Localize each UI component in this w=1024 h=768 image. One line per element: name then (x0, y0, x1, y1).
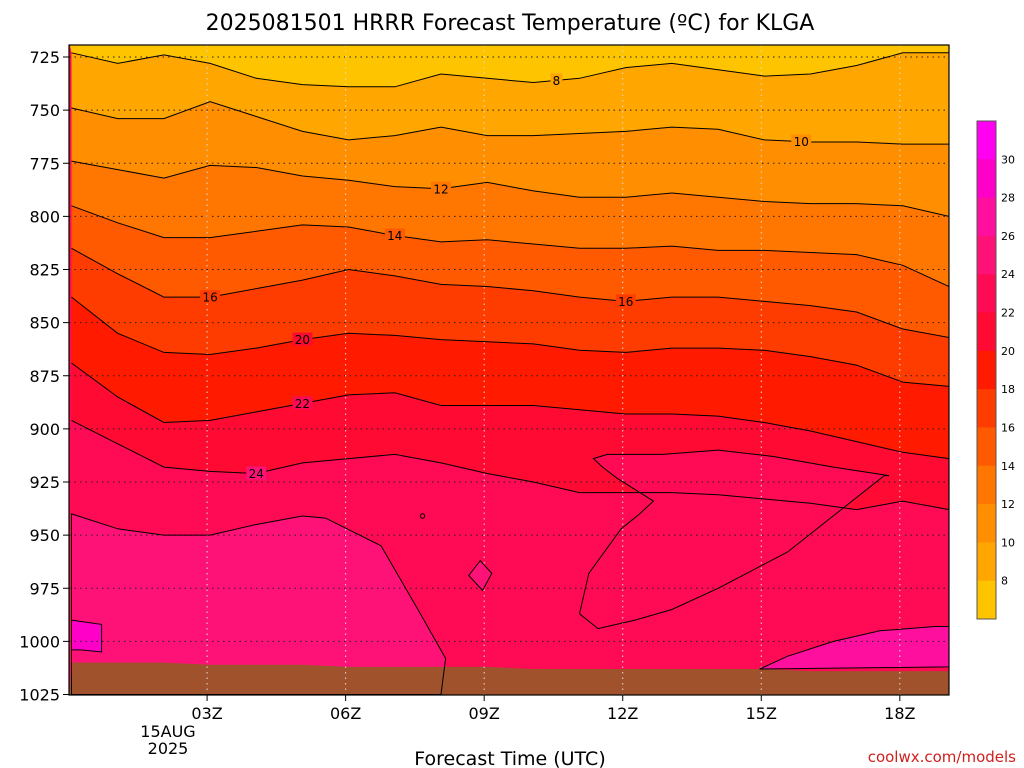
colorbar: 8 10 12 14 16 18 20 22 24 26 28 30 (976, 120, 1015, 620)
colorbar-tick-24: 24 (1001, 268, 1015, 281)
contour-12 (71, 160, 949, 217)
y-tick-label-800: 800 (29, 207, 60, 226)
colorbar-frame (976, 120, 997, 620)
colorbar-tick-20: 20 (1001, 345, 1015, 358)
x-tick-label-09Z: 09Z (469, 704, 500, 723)
terrain-ground (69, 662, 949, 695)
colorbar-swatch-0 (977, 121, 996, 160)
contour-label-bg-2 (430, 181, 451, 195)
y-axis: 725 750 775 800 825 850 875 900 925 950 975 1000 102… (19, 48, 69, 705)
contour-label-bg-1 (791, 134, 812, 148)
y-tick-label-725: 725 (29, 48, 60, 67)
colorbar-tick-16: 16 (1001, 421, 1015, 434)
colorbar-tick-30: 30 (1001, 153, 1015, 166)
fill-hot-core-right (759, 626, 949, 669)
colorbar-tick-10: 10 (1001, 536, 1015, 549)
colorbar-tick-8: 8 (1001, 575, 1008, 588)
contour-18 (71, 296, 949, 387)
y-tick-label-875: 875 (29, 367, 60, 386)
colorbar-swatch-4 (977, 274, 996, 314)
contour-label-22: 22 (295, 397, 310, 411)
contour-label-10: 10 (794, 135, 809, 149)
colorbar-swatch-3 (977, 235, 996, 275)
grid-layer (69, 45, 949, 695)
contour-22 (71, 419, 949, 511)
colorbar-tick-12: 12 (1001, 498, 1015, 511)
contour-label-layer: 8 10 12 14 16 16 20 22 24 (200, 73, 812, 481)
contour-26-left (71, 619, 103, 653)
contour-20 (71, 362, 949, 460)
contour-label-bg-5 (615, 294, 636, 308)
contour-small-warm-cell (468, 559, 493, 592)
contour-label-16: 16 (202, 291, 217, 305)
colorbar-swatch-5 (977, 312, 996, 352)
x-axis: 03Z 06Z 09Z 12Z 15Z 18Z (191, 695, 916, 723)
contour-label-bg-7 (292, 396, 313, 410)
contour-label-bg-8 (246, 466, 267, 480)
fill-band-8 (71, 52, 949, 145)
fill-band-12 (71, 161, 949, 287)
y-tick-label-1025: 1025 (19, 686, 60, 705)
colorbar-swatch-6 (977, 350, 996, 390)
contour-label-12: 12 (433, 182, 448, 196)
contour-label-14: 14 (387, 229, 402, 243)
colorbar-swatch-7 (977, 389, 996, 428)
y-tick-label-775: 775 (29, 154, 60, 173)
x-tick-label-12Z: 12Z (607, 704, 638, 723)
x-tick-label-18Z: 18Z (884, 704, 915, 723)
contour-14 (71, 205, 949, 287)
credit-text: coolwx.com/models (868, 748, 1016, 766)
colorbar-tick-18: 18 (1001, 383, 1015, 396)
contour-label-8: 8 (553, 74, 561, 88)
fill-band-14 (71, 205, 949, 338)
contour-small-cell (419, 513, 426, 519)
contour-label-bg-4 (200, 290, 221, 304)
colorbar-swatch-9 (977, 465, 996, 505)
colorbar-swatch-2 (977, 197, 996, 237)
contour-24-tongue (578, 449, 890, 630)
x-tick-label-06Z: 06Z (330, 704, 361, 723)
colorbar-swatch-8 (977, 427, 996, 467)
fill-warm-cell-24 (71, 513, 446, 695)
colorbar-tick-28: 28 (1001, 192, 1015, 205)
x-axis-label: Forecast Time (UTC) (414, 748, 605, 768)
colorbar-swatch-1 (977, 159, 996, 199)
y-tick-label-825: 825 (29, 261, 60, 280)
x-tick-label-03Z: 03Z (191, 704, 222, 723)
y-tick-label-950: 950 (29, 526, 60, 545)
fill-hot-core-left (71, 620, 102, 652)
colorbar-tick-14: 14 (1001, 460, 1015, 473)
y-tick-label-975: 975 (29, 579, 60, 598)
contour-label-bg-6 (292, 332, 313, 346)
y-tick-label-1000: 1000 (19, 632, 60, 651)
colorbar-swatch-10 (977, 504, 996, 543)
y-tick-label-925: 925 (29, 473, 60, 492)
temperature-fill-layer (69, 45, 949, 695)
colorbar-tick-22: 22 (1001, 307, 1015, 320)
plot-frame (68, 44, 950, 696)
colorbar-swatch-11 (977, 542, 996, 582)
x-tick-label-15Z: 15Z (746, 704, 777, 723)
contour-label-16: 16 (618, 295, 633, 309)
date-label-year: 2025 (148, 739, 189, 758)
contour-label-bg-0 (550, 73, 563, 87)
fill-band-8 (69, 45, 949, 87)
fill-band-18 (71, 297, 949, 459)
contour-label-20: 20 (295, 333, 310, 347)
fill-band-16 (71, 248, 949, 387)
fill-band-10 (71, 101, 949, 217)
contour-label-24: 24 (249, 467, 264, 481)
date-label-day: 15AUG (140, 722, 195, 741)
contour-8 (71, 52, 949, 88)
colorbar-tick-26: 26 (1001, 230, 1015, 243)
y-tick-label-900: 900 (29, 420, 60, 439)
y-tick-label-850: 850 (29, 314, 60, 333)
fill-cool-tongue-22 (579, 450, 889, 629)
contour-26-right (759, 626, 949, 670)
colorbar-swatch-12 (977, 580, 996, 620)
y-tick-label-750: 750 (29, 101, 60, 120)
contour-label-bg-3 (384, 228, 405, 242)
chart-title: 2025081501 HRRR Forecast Temperature (ºC… (206, 11, 815, 36)
